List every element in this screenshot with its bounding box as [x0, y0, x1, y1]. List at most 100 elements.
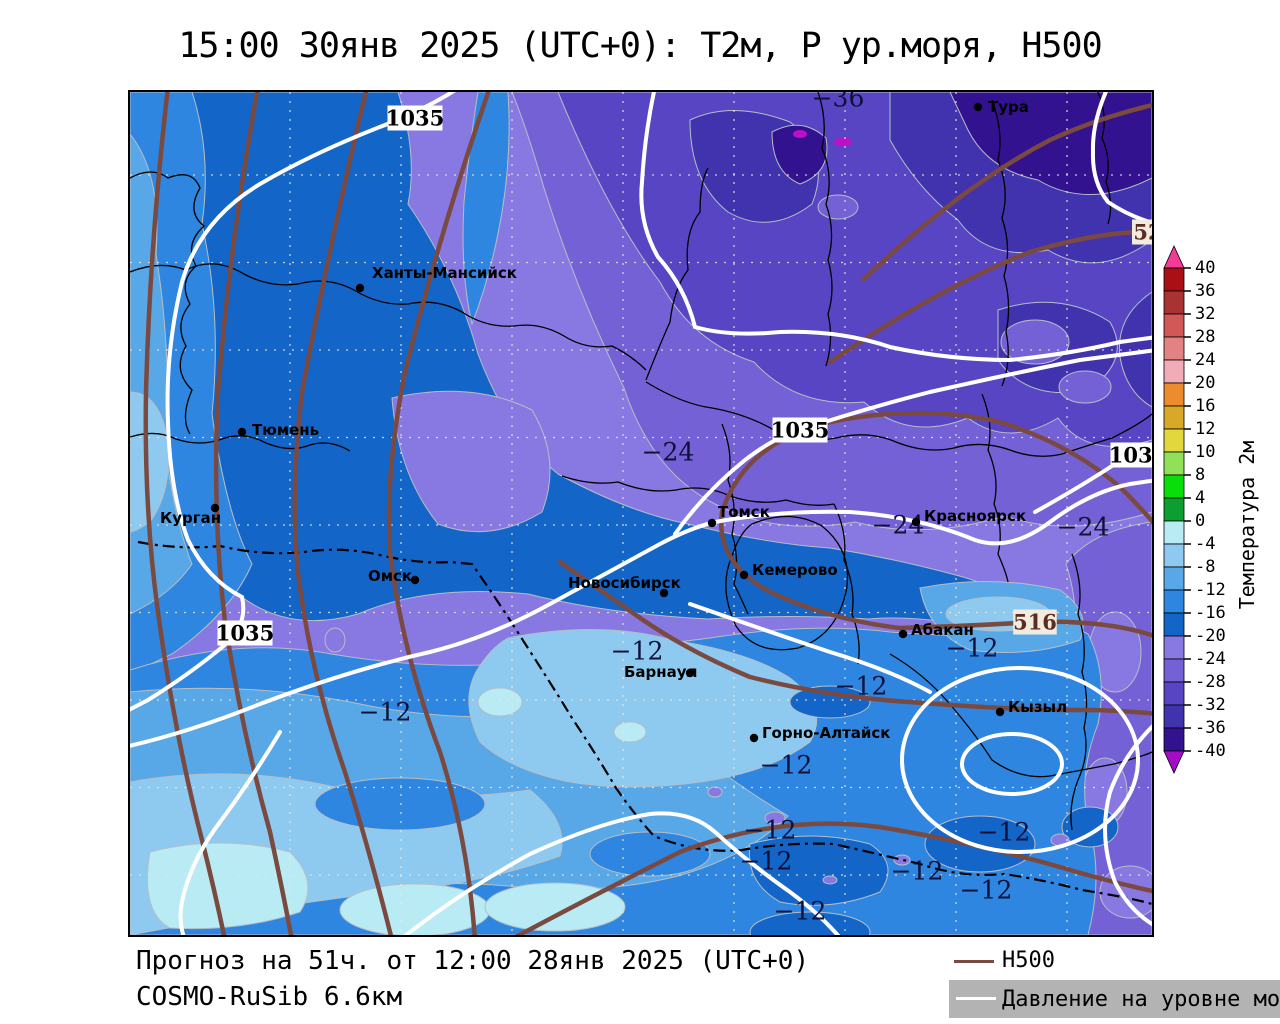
pressure-label-box	[217, 620, 273, 646]
colorbar-segment	[1163, 566, 1185, 591]
pressure-label: 1035	[386, 106, 444, 131]
colorbar-segment	[1163, 267, 1185, 292]
city-dot	[739, 570, 749, 580]
colorbar-segment	[1163, 704, 1185, 729]
colorbar-tick-label: 24	[1195, 350, 1215, 370]
pressure-label: 1035	[1109, 443, 1152, 468]
colorbar-tick-label: 8	[1195, 465, 1205, 485]
city-dot	[973, 102, 983, 112]
colorbar-segment	[1163, 520, 1185, 545]
colorbar-tick-label: 4	[1195, 488, 1205, 508]
colorbar-tick-label: 16	[1195, 396, 1215, 416]
city-label: Тура	[988, 98, 1029, 116]
colorbar-segment	[1163, 382, 1185, 407]
map-frame: 103510351035103551652 −36−24−24−24−12−12…	[128, 90, 1154, 937]
temperature-label: −12	[891, 857, 944, 886]
temperature-label: −12	[744, 816, 797, 845]
colorbar-tick-label: 0	[1195, 511, 1205, 531]
isobar-lines	[130, 92, 1152, 935]
colorbar-tick-label: 10	[1195, 442, 1215, 462]
city-dot	[685, 668, 695, 678]
colorbar-tick-label: -12	[1195, 580, 1226, 600]
colorbar-segment	[1163, 428, 1185, 453]
colorbar-tick-label: 12	[1195, 419, 1215, 439]
colorbar-title: Температура 2м	[1235, 440, 1259, 610]
city-label: Кызыл	[1008, 698, 1067, 716]
colorbar-segment	[1163, 612, 1185, 637]
contour-labels: 1035 1035 1035 1035 516 52	[216, 105, 1152, 646]
city-label: Новосибирск	[568, 574, 681, 592]
pressure-label: 1035	[216, 621, 274, 646]
model-caption: COSMO-RuSib 6.6км	[136, 982, 403, 1012]
colorbar-arrow-bottom	[1163, 750, 1185, 774]
colorbar-tick-label: -36	[1195, 718, 1226, 738]
colorbar-tick-label: 40	[1195, 258, 1215, 278]
city-label: Омск	[368, 567, 412, 585]
colorbar-segment	[1163, 313, 1185, 338]
temperature-label: −12	[611, 637, 664, 666]
city-dot	[898, 629, 908, 639]
city-label: Красноярск	[924, 507, 1026, 525]
region-borders	[130, 92, 1152, 906]
pressure-legend-line	[956, 997, 996, 1000]
temperature-label: −12	[359, 698, 412, 727]
temperature-label: −24	[642, 438, 695, 467]
temperature-labels: −36−24−24 −24−12−12−12−12−12−12−12 −12−12−…	[359, 92, 1110, 926]
city-dot	[995, 707, 1005, 717]
graticule	[130, 92, 1152, 935]
colorbar-tick-label: -8	[1195, 557, 1215, 577]
colorbar-tick-label: -16	[1195, 603, 1226, 623]
temperature-label: −12	[946, 634, 999, 663]
colorbar-segment	[1163, 543, 1185, 568]
h500-label-box	[1013, 609, 1057, 635]
city-label: Абакан	[911, 621, 974, 639]
city-dot	[749, 733, 759, 743]
colorbar-segment	[1163, 359, 1185, 384]
pressure-legend-label: Давление на уровне моря	[1002, 987, 1280, 1012]
city-dot	[237, 427, 247, 437]
colorbar-arrow-top	[1163, 245, 1185, 269]
colorbar-segment	[1163, 497, 1185, 522]
city-dot	[659, 588, 669, 598]
colorbar-segment	[1163, 681, 1185, 706]
city-dot	[355, 283, 365, 293]
colorbar-segment	[1163, 727, 1185, 752]
temperature-label: −24	[1057, 513, 1110, 542]
city-label: Курган	[160, 509, 221, 527]
temperature-label: −36	[812, 92, 865, 113]
colorbar-tick-label: -20	[1195, 626, 1226, 646]
weather-map: 103510351035103551652 −36−24−24−24−12−12…	[130, 92, 1152, 935]
colorbar-segment	[1163, 290, 1185, 315]
colorbar-tick-label: -32	[1195, 695, 1226, 715]
city-label: Горно-Алтайск	[762, 724, 891, 742]
colorbar-segment	[1163, 635, 1185, 660]
temperature-label: −12	[740, 847, 793, 876]
city-label: Ханты-Мансийск	[372, 264, 517, 282]
pressure-label-box	[772, 417, 828, 443]
colorbar-segment	[1163, 658, 1185, 683]
colorbar-segment	[1163, 336, 1185, 361]
temperature-label: −12	[978, 818, 1031, 847]
colorbar-tick-label: -28	[1195, 672, 1226, 692]
colorbar-segment	[1163, 589, 1185, 614]
temperature-colorbar: 403632282420161210840-4-8-12-16-20-24-28…	[1163, 245, 1226, 774]
city-dot	[911, 517, 921, 527]
pressure-label-box	[387, 105, 443, 131]
forecast-caption: Прогноз на 51ч. от 12:00 28янв 2025 (UTC…	[136, 946, 810, 976]
h500-legend-line	[954, 960, 994, 963]
city-dot	[707, 518, 717, 528]
city-label: Тюмень	[252, 421, 319, 439]
temperature-label: −12	[960, 876, 1013, 905]
page-title: 15:00 30янв 2025 (UTC+0): Т2м, P ур.моря…	[178, 26, 1102, 66]
city-markers: Тура Ханты-Мансийск Тюмень Курган Омск Томск К…	[160, 98, 1067, 743]
h500-label-box	[1132, 219, 1152, 245]
city-label: Томск	[718, 503, 770, 521]
colorbar-segment	[1163, 405, 1185, 430]
colorbar-tick-label: 36	[1195, 281, 1215, 301]
city-label: Кемерово	[752, 561, 838, 579]
h500-label: 516	[1013, 610, 1057, 635]
colorbar-segment	[1163, 451, 1185, 476]
colorbar-tick-label: 28	[1195, 327, 1215, 347]
h500-legend-label: H500	[1002, 948, 1055, 973]
